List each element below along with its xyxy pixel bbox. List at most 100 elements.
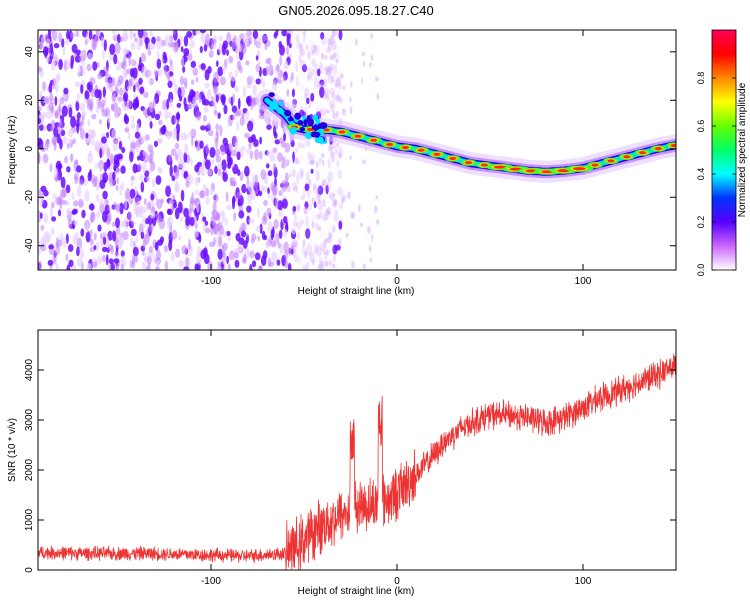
noise-speckle	[259, 223, 263, 234]
noise-speckle	[129, 188, 136, 199]
noise-speckle	[55, 236, 59, 247]
noise-speckle	[326, 177, 331, 184]
noise-speckle	[251, 174, 255, 186]
noise-speckle	[245, 60, 250, 66]
noise-speckle	[170, 252, 175, 262]
noise-speckle	[334, 186, 339, 195]
noise-speckle	[132, 102, 136, 109]
noise-speckle	[176, 102, 182, 108]
noise-speckle	[160, 126, 166, 135]
noise-speckle	[216, 212, 221, 221]
noise-speckle	[85, 221, 89, 233]
noise-speckle	[133, 32, 136, 38]
noise-speckle	[91, 129, 96, 139]
spectrogram-y-tick-label: 40	[24, 46, 35, 58]
noise-speckle	[328, 143, 335, 151]
noise-speckle	[233, 212, 237, 222]
spectrogram-x-axis-label: Height of straight line (km)	[298, 286, 415, 297]
noise-speckle	[315, 104, 320, 115]
noise-speckle	[127, 131, 131, 140]
noise-speckle	[218, 42, 223, 54]
noise-speckle	[275, 120, 279, 130]
noise-speckle	[76, 237, 83, 250]
noise-speckle	[234, 141, 239, 153]
noise-speckle	[160, 39, 167, 47]
noise-speckle	[324, 54, 328, 60]
noise-speckle	[105, 131, 110, 139]
ridge-fragment	[319, 122, 328, 130]
noise-speckle	[323, 237, 328, 246]
noise-speckle	[313, 44, 316, 52]
noise-speckle	[322, 90, 326, 101]
noise-speckle	[255, 78, 262, 85]
noise-speckle	[231, 197, 236, 210]
spectrogram-x-tick-label: 100	[575, 276, 592, 287]
noise-speckle	[113, 101, 119, 114]
noise-speckle	[79, 248, 85, 261]
noise-speckle	[75, 30, 80, 38]
noise-speckle	[198, 93, 202, 103]
noise-speckle	[317, 245, 324, 258]
noise-speckle	[290, 71, 294, 81]
noise-speckle	[312, 63, 318, 73]
noise-speckle	[195, 252, 202, 265]
noise-speckle	[191, 79, 195, 86]
noise-speckle	[199, 165, 203, 174]
noise-speckle	[310, 69, 315, 76]
noise-speckle	[181, 245, 188, 255]
noise-speckle	[120, 220, 124, 228]
noise-speckle	[222, 250, 227, 259]
noise-speckle	[246, 147, 252, 155]
noise-speckle	[52, 193, 58, 199]
noise-speckle	[167, 111, 172, 119]
noise-speckle	[183, 35, 189, 47]
noise-speckle	[108, 166, 113, 172]
noise-speckle	[220, 144, 226, 156]
noise-speckle	[228, 142, 233, 153]
noise-speckle	[312, 258, 315, 266]
noise-speckle	[208, 49, 214, 58]
noise-speckle	[204, 227, 211, 234]
noise-speckle	[247, 136, 254, 143]
noise-speckle	[324, 66, 327, 72]
noise-speckle	[306, 44, 309, 51]
noise-speckle	[217, 112, 221, 119]
noise-speckle	[153, 140, 159, 148]
noise-speckle	[130, 175, 135, 181]
noise-speckle	[199, 140, 204, 149]
spectrogram-y-tick-label: -20	[24, 190, 35, 205]
noise-speckle	[254, 187, 259, 194]
noise-speckle	[149, 121, 153, 129]
noise-speckle	[44, 140, 49, 151]
noise-speckle	[89, 238, 94, 246]
noise-speckle	[183, 266, 190, 270]
noise-speckle	[93, 244, 97, 251]
noise-speckle	[302, 36, 306, 43]
noise-speckle	[311, 64, 316, 70]
noise-speckle	[298, 256, 302, 263]
noise-speckle	[114, 168, 120, 175]
noise-speckle	[149, 31, 154, 37]
noise-speckle	[184, 142, 189, 155]
noise-speckle	[145, 37, 149, 50]
noise-speckle	[295, 34, 300, 41]
noise-speckle	[99, 147, 103, 159]
noise-speckle	[204, 159, 211, 170]
noise-speckle	[105, 254, 109, 266]
noise-speckle	[129, 151, 134, 163]
noise-speckle	[170, 148, 177, 156]
noise-speckle	[215, 94, 219, 103]
noise-speckle	[87, 152, 94, 164]
noise-speckle	[338, 97, 343, 104]
noise-speckle	[53, 167, 59, 178]
noise-speckle	[42, 153, 49, 164]
noise-speckle	[93, 232, 97, 241]
noise-speckle	[70, 61, 74, 70]
noise-speckle	[39, 212, 43, 219]
noise-speckle	[211, 95, 214, 106]
noise-speckle	[231, 181, 237, 187]
noise-speckle	[194, 263, 199, 270]
noise-speckle	[260, 169, 266, 180]
noise-speckle	[53, 43, 60, 49]
noise-speckle	[183, 134, 189, 141]
